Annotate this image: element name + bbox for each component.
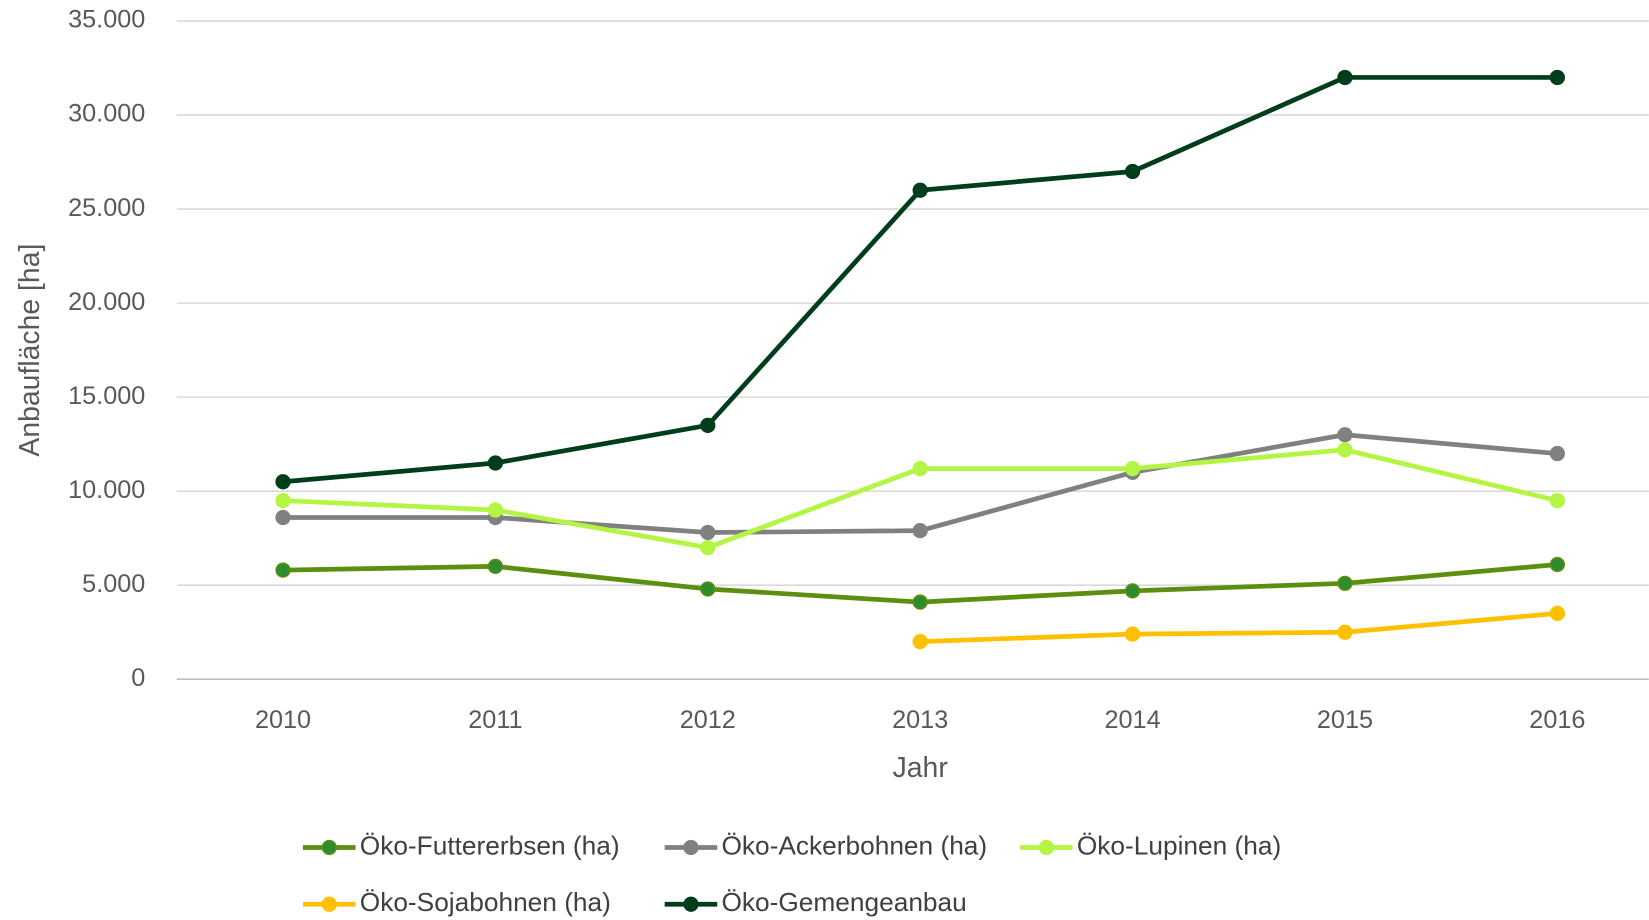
data-point [700,524,716,541]
x-tick-label: 2014 [1105,706,1161,734]
data-point [700,539,716,556]
legend-label: Öko-Lupinen (ha) [1077,830,1281,860]
data-point [275,474,291,490]
y-tick-label: 30.000 [68,100,145,128]
data-point [700,581,716,597]
data-point [1549,492,1565,509]
data-point [912,182,928,198]
legend-label: Öko-Ackerbohnen (ha) [721,830,987,860]
data-point [1124,626,1141,642]
data-point [1549,69,1565,86]
data-point [1549,605,1565,622]
data-point [1337,427,1353,443]
legend-marker [683,896,699,912]
data-point [487,502,504,518]
legend-label: Öko-Futtererbsen (ha) [360,830,620,860]
y-tick-label: 10.000 [68,476,145,504]
x-tick-label: 2013 [892,706,948,734]
legend-marker [683,839,699,856]
y-tick-label: 25.000 [68,194,145,222]
legend-marker [1038,839,1054,856]
data-point [1337,624,1353,640]
data-point [912,594,928,610]
data-point [1337,442,1353,458]
data-point [1124,460,1141,477]
data-point [275,492,291,509]
data-point [275,509,291,526]
x-tick-label: 2016 [1529,706,1585,734]
y-tick-label: 15.000 [68,382,145,410]
legend-label: Öko-Sojabohnen (ha) [360,887,611,917]
legend-label: Öko-Gemengeanbau [721,887,966,917]
data-point [1549,445,1565,462]
data-point [487,455,504,471]
data-point [1337,69,1353,86]
legend-marker [321,896,337,912]
data-point [1124,583,1141,599]
data-point [700,417,716,433]
data-point [1124,163,1141,180]
y-tick-label: 20.000 [68,288,145,316]
y-axis-title: Anbaufläche [ha] [14,244,46,457]
y-tick-label: 0 [131,664,145,692]
y-tick-label: 5.000 [82,570,145,598]
data-point [275,562,291,578]
data-point [1337,575,1353,591]
data-point [912,633,928,650]
legend-marker [321,839,337,856]
data-point [912,460,928,477]
x-axis-title: Jahr [893,752,948,784]
x-tick-label: 2012 [680,706,736,734]
y-tick-label: 35.000 [68,6,145,34]
data-point [1549,556,1565,573]
x-tick-label: 2010 [255,706,311,734]
series-line [920,611,1558,644]
series-line [282,75,1558,485]
x-tick-label: 2015 [1317,706,1373,734]
x-tick-label: 2011 [468,706,522,734]
series-line [283,432,1558,535]
data-point [487,558,504,575]
data-point [912,523,928,539]
